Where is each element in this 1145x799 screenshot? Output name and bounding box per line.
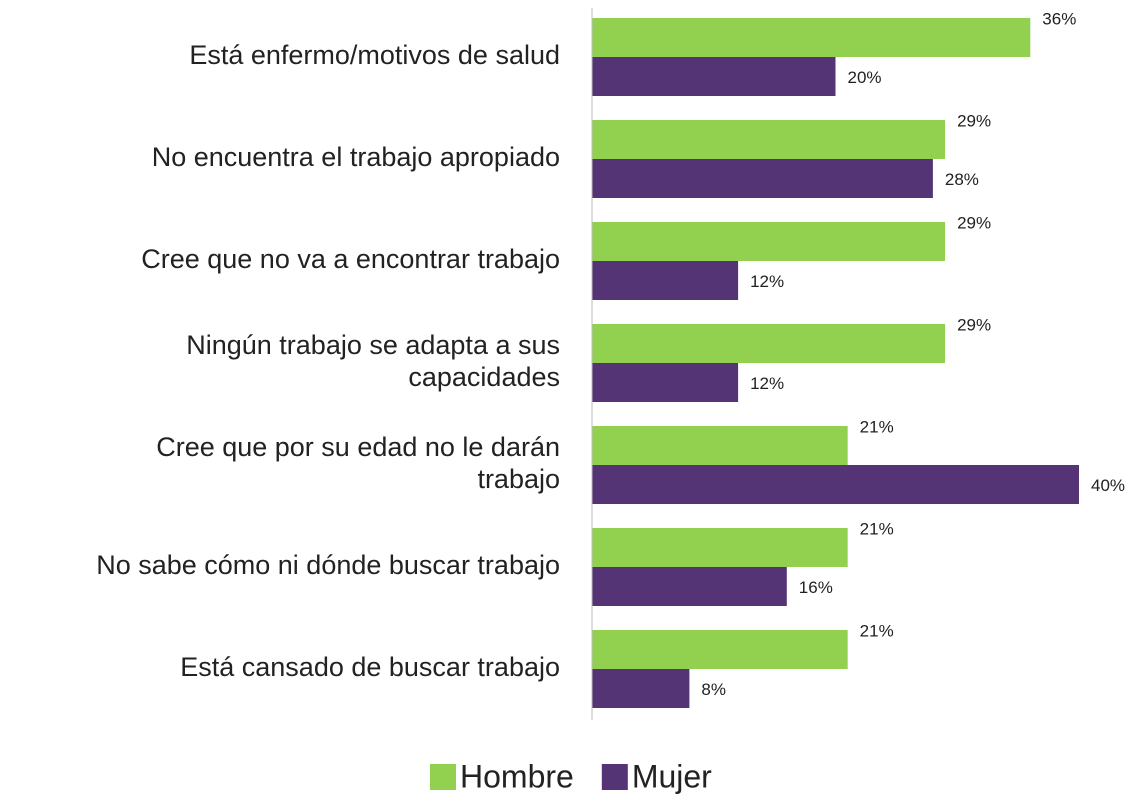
legend-swatch — [601, 764, 628, 790]
y-tick-label: No sabe cómo ni dónde buscar trabajo — [96, 550, 560, 580]
value-label: 12% — [750, 374, 784, 393]
value-label: 8% — [701, 680, 726, 699]
bar — [592, 363, 739, 402]
bar — [592, 528, 848, 567]
value-label: 20% — [848, 68, 882, 87]
y-tick-label: No encuentra el trabajo apropiado — [152, 142, 560, 172]
legend-label: Hombre — [460, 758, 574, 794]
bar — [592, 261, 739, 300]
value-label: 21% — [860, 519, 894, 538]
bar — [592, 567, 787, 606]
value-label: 21% — [860, 621, 894, 640]
legend-swatch — [430, 764, 456, 790]
bar — [592, 426, 848, 465]
value-label: 12% — [750, 272, 784, 291]
value-label: 36% — [1042, 9, 1076, 28]
y-tick-label: Ningún trabajo se adapta a sus capacidade… — [186, 330, 560, 392]
y-tick-label: Cree que no va a encontrar trabajo — [141, 244, 560, 274]
y-tick-label: Cree que por su edad no le darán trabajo — [156, 432, 560, 494]
bar — [592, 57, 836, 96]
bar — [592, 324, 946, 363]
y-tick-label: Está enfermo/motivos de salud — [189, 40, 560, 70]
bar — [592, 159, 933, 198]
bar — [592, 669, 690, 708]
bar — [592, 18, 1031, 57]
bar — [592, 630, 848, 669]
value-label: 28% — [945, 170, 979, 189]
legend-label: Mujer — [632, 758, 712, 794]
bar — [592, 120, 946, 159]
bar — [592, 222, 946, 261]
bar — [592, 465, 1079, 504]
y-tick-label: Está cansado de buscar trabajo — [180, 652, 560, 682]
value-label: 29% — [957, 213, 991, 232]
value-label: 40% — [1091, 476, 1125, 495]
value-label: 29% — [957, 315, 991, 334]
value-label: 21% — [860, 417, 894, 436]
value-label: 29% — [957, 111, 991, 130]
value-label: 16% — [799, 578, 833, 597]
